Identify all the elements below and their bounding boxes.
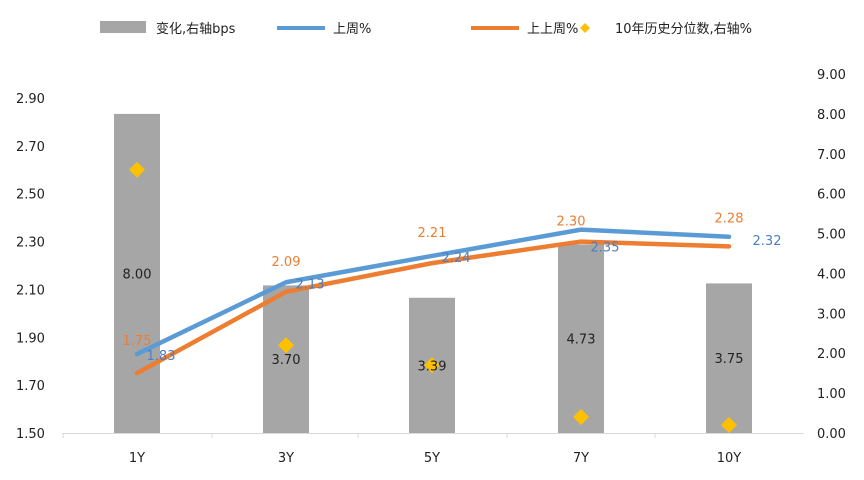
legend-swatch-bar <box>100 21 146 33</box>
x-tick-label: 5Y <box>424 451 440 466</box>
bar-value-label: 8.00 <box>123 267 152 282</box>
two-weeks-ago-value-label: 2.28 <box>715 211 744 226</box>
data-labels: 8.00 3.70 3.39 4.73 3.75 1.83 2.13 2.24 2.35 2.32… <box>123 211 782 374</box>
percentile-marker <box>573 409 589 426</box>
right-tick-label: 7.00 <box>817 148 846 163</box>
left-tick-label: 1.90 <box>16 331 45 346</box>
x-axis <box>62 433 804 438</box>
series-line-last-week <box>134 227 732 357</box>
left-tick-label: 1.50 <box>16 427 45 442</box>
right-tick-label: 2.00 <box>817 347 846 362</box>
right-tick-label: 8.00 <box>817 108 846 123</box>
bar <box>706 283 752 433</box>
bar-value-label: 4.73 <box>567 333 596 348</box>
left-tick-label: 1.70 <box>16 379 45 394</box>
percentile-marker <box>129 161 145 178</box>
two-weeks-ago-value-label: 1.75 <box>123 334 152 349</box>
bar-series <box>114 113 752 433</box>
bar-value-label: 3.70 <box>272 353 301 368</box>
legend-swatch-marker <box>580 23 590 33</box>
right-tick-label: 1.00 <box>817 387 846 402</box>
bar <box>558 244 604 433</box>
legend-label: 上周% <box>333 22 371 37</box>
right-tick-label: 4.00 <box>817 267 846 282</box>
last-week-value-label: 2.24 <box>442 251 471 266</box>
legend-label: 上上周% <box>527 22 578 37</box>
legend-label: 变化,右轴bps <box>156 21 236 37</box>
percentile-marker <box>278 337 294 354</box>
left-tick-label: 2.50 <box>16 188 45 203</box>
bar-value-label: 3.39 <box>418 359 447 374</box>
right-tick-label: 6.00 <box>817 188 846 203</box>
last-week-value-label: 1.83 <box>147 349 176 364</box>
right-tick-label: 9.00 <box>817 68 846 83</box>
last-week-value-label: 2.32 <box>753 234 782 249</box>
right-axis: 0.00 1.00 2.00 3.00 4.00 5.00 6.00 7.00 8.00 9.00 <box>817 68 846 442</box>
left-tick-label: 2.90 <box>16 92 45 107</box>
x-tick-label: 3Y <box>278 451 294 466</box>
marker-series <box>129 161 737 434</box>
two-weeks-ago-value-label: 2.09 <box>272 255 301 270</box>
left-tick-label: 2.30 <box>16 236 45 251</box>
legend-label: 10年历史分位数,右轴% <box>615 22 752 37</box>
two-weeks-ago-value-label: 2.30 <box>557 215 586 230</box>
last-week-value-label: 2.13 <box>296 277 325 292</box>
right-tick-label: 5.00 <box>817 228 846 243</box>
line-series <box>134 227 732 376</box>
last-week-value-label: 2.35 <box>591 241 620 256</box>
two-weeks-ago-value-label: 2.21 <box>418 226 447 241</box>
left-tick-label: 2.70 <box>16 140 45 155</box>
x-tick-label: 1Y <box>129 451 145 466</box>
left-axis: 1.50 1.70 1.90 2.10 2.30 2.50 2.70 2.90 <box>16 92 45 442</box>
percentile-marker <box>424 357 440 374</box>
left-tick-label: 2.10 <box>16 283 45 298</box>
legend: 变化,右轴bps 上周% 上上周% 10年历史分位数,右轴% <box>100 21 752 37</box>
bar <box>263 285 309 433</box>
right-tick-label: 0.00 <box>817 427 846 442</box>
x-tick-label: 10Y <box>717 451 742 466</box>
right-tick-label: 3.00 <box>817 307 846 322</box>
bar-value-label: 3.75 <box>715 352 744 367</box>
series-line-two-weeks-ago <box>134 239 732 376</box>
percentile-marker <box>721 417 737 434</box>
x-axis-ticks: 1Y 3Y 5Y 7Y 10Y <box>129 451 741 466</box>
x-tick-label: 7Y <box>573 451 589 466</box>
